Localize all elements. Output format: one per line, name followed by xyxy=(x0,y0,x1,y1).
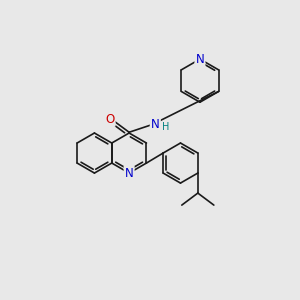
Text: N: N xyxy=(125,167,134,180)
Text: H: H xyxy=(162,122,170,132)
Text: N: N xyxy=(196,52,204,66)
Text: O: O xyxy=(105,113,115,126)
Text: N: N xyxy=(151,118,160,131)
